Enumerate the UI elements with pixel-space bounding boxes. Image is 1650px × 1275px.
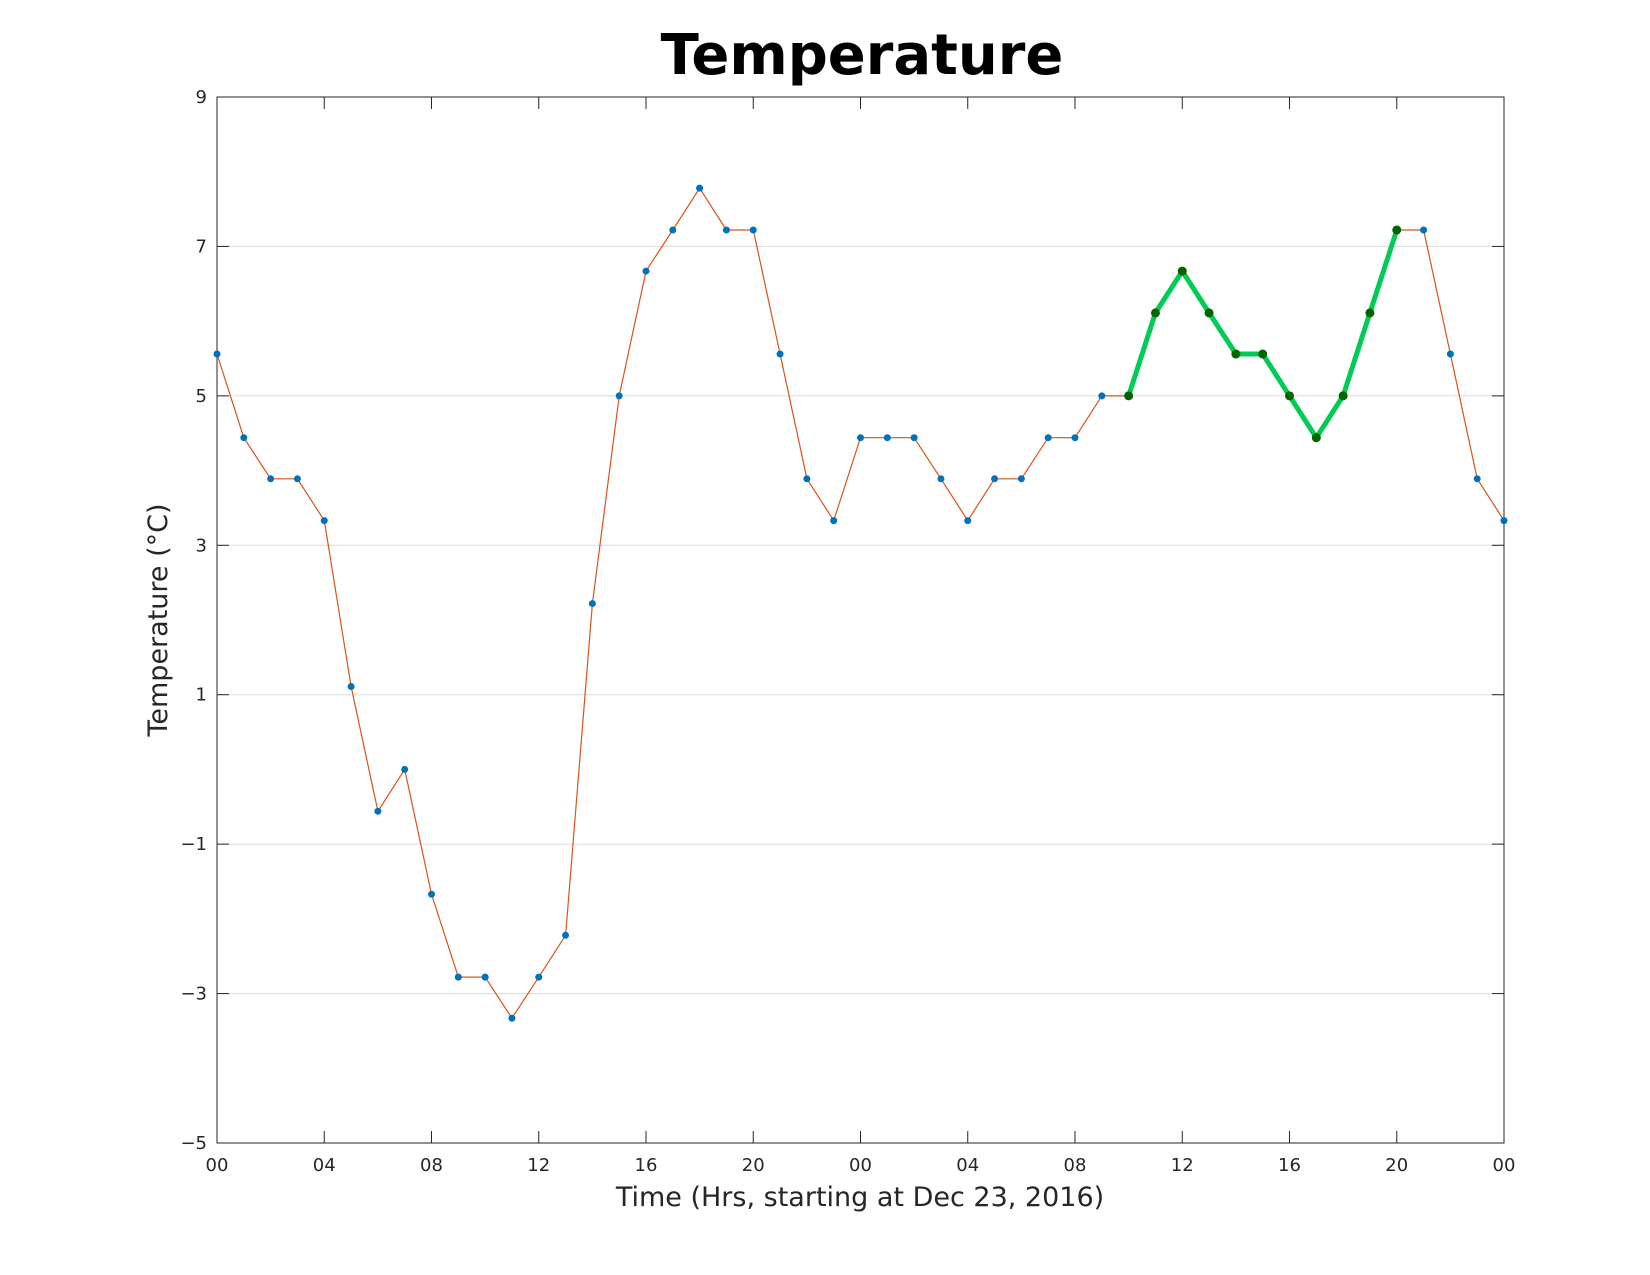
data-point xyxy=(481,973,489,981)
highlight-data-point xyxy=(1231,349,1241,359)
highlight-data-point xyxy=(1285,391,1294,401)
data-point xyxy=(1500,517,1508,525)
data-series xyxy=(213,184,1508,1022)
data-point xyxy=(1044,434,1052,442)
x-tick-label: 00 xyxy=(206,1155,229,1176)
data-point xyxy=(1071,434,1079,442)
data-point xyxy=(803,475,811,483)
data-point xyxy=(293,475,301,483)
data-point xyxy=(1446,350,1454,358)
y-tick-label: 5 xyxy=(196,386,207,407)
data-point xyxy=(1473,475,1481,483)
x-tick-label: 16 xyxy=(635,1155,658,1176)
highlight-data-point xyxy=(1258,349,1268,359)
x-tick-label: 16 xyxy=(1278,1155,1301,1176)
data-point xyxy=(588,600,596,608)
highlight-series-line xyxy=(1126,229,1400,441)
data-point xyxy=(1017,475,1025,483)
data-point xyxy=(454,973,462,981)
data-point xyxy=(1420,226,1428,234)
y-tick-label: −5 xyxy=(180,1133,207,1154)
data-point xyxy=(428,890,435,898)
chart-title: Temperature xyxy=(661,23,1064,88)
highlight-data-point xyxy=(1365,308,1375,318)
data-point xyxy=(347,682,355,690)
data-point xyxy=(991,475,999,483)
axis-ticks: −5 −3 −1 1 3 5 7 9 00 04 08 12 16 20 00 04 08 12 16 20 00 xyxy=(180,87,1515,1176)
data-point xyxy=(696,184,704,192)
data-point xyxy=(722,226,730,234)
data-point xyxy=(240,434,248,442)
y-tick-label: 3 xyxy=(196,535,207,556)
data-point xyxy=(910,434,918,442)
data-point xyxy=(213,350,221,358)
y-tick-label: −3 xyxy=(180,984,207,1005)
data-point xyxy=(267,475,275,483)
data-point xyxy=(776,350,784,358)
data-point xyxy=(615,392,623,400)
data-point xyxy=(374,807,382,815)
data-point xyxy=(1098,392,1106,400)
x-tick-label: 00 xyxy=(1493,1155,1516,1176)
temperature-series-line xyxy=(216,187,1505,1019)
data-point xyxy=(562,931,570,939)
data-point xyxy=(508,1014,516,1022)
data-point xyxy=(749,226,757,234)
x-tick-label: 20 xyxy=(742,1155,765,1176)
x-tick-label: 08 xyxy=(1064,1155,1087,1176)
x-tick-label: 04 xyxy=(313,1155,336,1176)
highlight-data-point xyxy=(1204,308,1214,318)
y-axis-label: Temperature (°C) xyxy=(143,503,174,737)
data-point xyxy=(320,517,328,525)
data-point xyxy=(830,517,838,525)
plot-area-frame xyxy=(216,96,1505,1144)
grid-lines xyxy=(217,245,1504,995)
x-tick-label: 04 xyxy=(956,1155,979,1176)
y-tick-label: 9 xyxy=(196,87,207,108)
highlight-data-point xyxy=(1177,266,1187,276)
highlight-data-point xyxy=(1150,308,1160,318)
y-tick-label: −1 xyxy=(180,834,207,855)
data-point xyxy=(964,517,972,525)
data-point xyxy=(535,973,543,981)
data-point xyxy=(401,765,409,773)
highlight-data-point xyxy=(1311,433,1321,443)
data-point xyxy=(669,226,677,234)
data-point xyxy=(883,434,891,442)
x-tick-label: 12 xyxy=(1171,1155,1194,1176)
data-point xyxy=(937,475,945,483)
highlight-data-point xyxy=(1124,391,1134,401)
x-tick-label: 20 xyxy=(1385,1155,1408,1176)
x-axis-label: Time (Hrs, starting at Dec 23, 2016) xyxy=(615,1182,1104,1213)
highlight-data-point xyxy=(1392,225,1402,235)
highlight-data-point xyxy=(1338,391,1348,401)
x-tick-label: 12 xyxy=(527,1155,550,1176)
y-tick-label: 1 xyxy=(196,685,207,706)
x-tick-label: 08 xyxy=(420,1155,443,1176)
data-point xyxy=(642,267,650,275)
data-point xyxy=(857,434,864,442)
y-tick-label: 7 xyxy=(196,236,207,257)
x-tick-label: 00 xyxy=(849,1155,872,1176)
